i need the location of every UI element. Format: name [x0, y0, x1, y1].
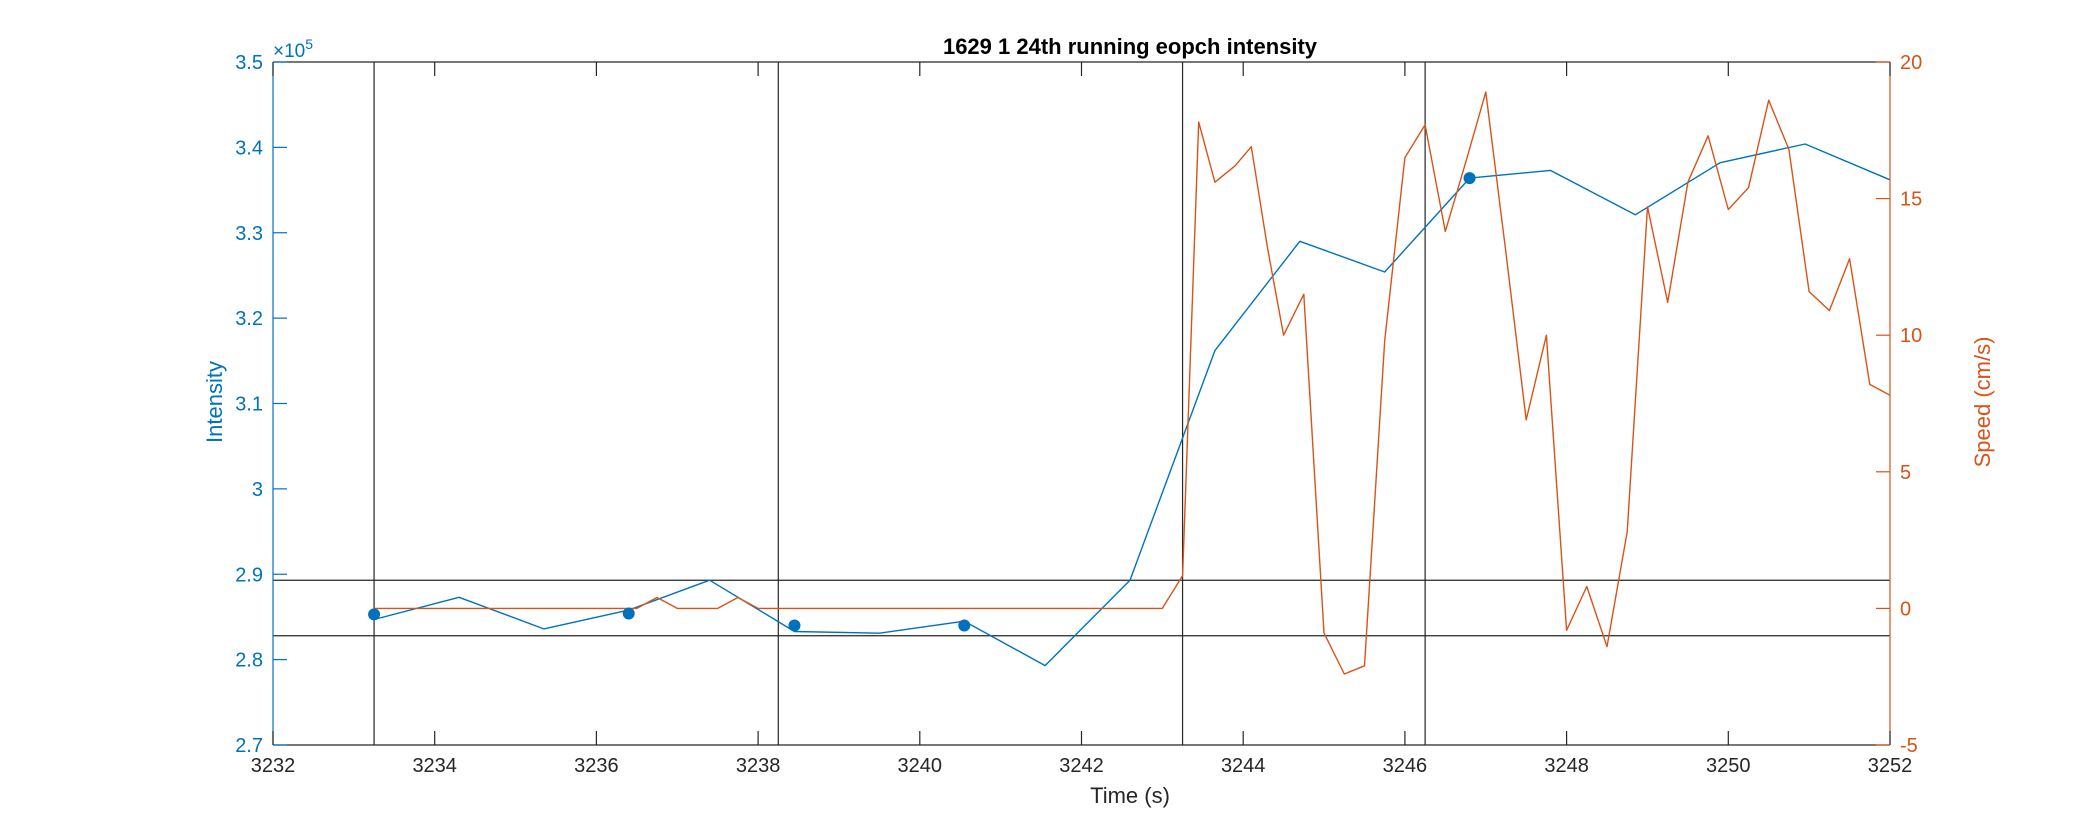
plot-area [273, 62, 1891, 745]
x-tick-label-6: 3244 [1221, 755, 1266, 777]
x-tick-label-9: 3250 [1706, 755, 1751, 777]
y-axis-left-exponent: ×105 [273, 36, 313, 62]
x-tick-label-8: 3248 [1544, 755, 1589, 777]
x-tick-label-5: 3242 [1059, 755, 1104, 777]
x-tick-label-10: 3252 [1868, 755, 1913, 777]
y-right-tick-label-4: 15 [1900, 189, 1922, 211]
intensity-marker-3 [958, 619, 971, 632]
x-tick-label-2: 3236 [574, 755, 619, 777]
axes: 3232 3234 3236 3238 3240 3242 3244 3246 3248 3250… [235, 52, 1922, 777]
y-left-tick-label-3: 3 [252, 479, 263, 501]
intensity-series-line [373, 143, 1891, 667]
speed-series-line [374, 91, 1891, 675]
y-left-tick-label-7: 3.4 [235, 137, 263, 159]
y-right-tick-label-2: 5 [1900, 462, 1911, 484]
y-left-tick-label-4: 3.1 [235, 394, 263, 416]
intensity-marker-4 [1463, 172, 1476, 185]
y-right-tick-label-1: 0 [1900, 598, 1911, 620]
y-left-tick-label-1: 2.8 [235, 650, 263, 672]
intensity-marker-2 [788, 619, 801, 632]
y-axis-left-label: Intensity [202, 361, 227, 443]
x-tick-label-4: 3240 [898, 755, 943, 777]
exponent-power: 5 [305, 36, 313, 52]
chart-title: 1629 1 24th running eopch intensity [943, 34, 1318, 59]
y-left-tick-label-6: 3.3 [235, 223, 263, 245]
y-left-tick-label-0: 2.7 [235, 735, 263, 757]
y-right-tick-label-3: 10 [1900, 325, 1922, 347]
x-tick-label-7: 3246 [1383, 755, 1428, 777]
y-axis-right-label: Speed (cm/s) [1970, 337, 1995, 468]
x-tick-label-0: 3232 [251, 755, 296, 777]
y-left-tick-label-8: 3.5 [235, 52, 263, 74]
intensity-marker-0 [368, 608, 381, 621]
x-axis-label: Time (s) [1090, 783, 1170, 808]
y-right-tick-label-5: 20 [1900, 52, 1922, 74]
y-left-tick-label-2: 2.9 [235, 564, 263, 586]
y-right-tick-label-0: -5 [1900, 735, 1918, 757]
x-tick-label-1: 3234 [412, 755, 457, 777]
exponent-base: ×10 [273, 41, 305, 62]
x-tick-label-3: 3238 [736, 755, 781, 777]
intensity-marker-1 [622, 607, 635, 620]
y-left-tick-label-5: 3.2 [235, 308, 263, 330]
